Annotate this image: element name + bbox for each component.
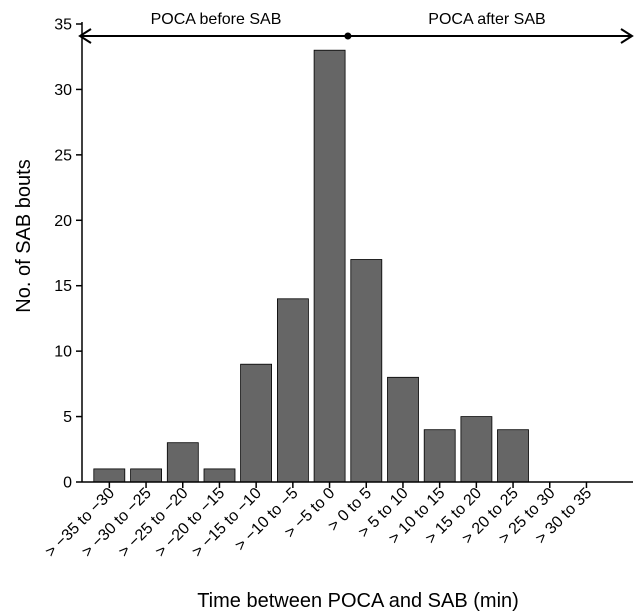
y-tick-label-10: 10 bbox=[54, 344, 72, 361]
bar-8 bbox=[350, 259, 383, 483]
poca-arrow-right-head bbox=[620, 28, 634, 44]
y-tick-label-30: 30 bbox=[54, 82, 72, 99]
bar-12 bbox=[497, 429, 529, 483]
bars-group bbox=[93, 49, 529, 483]
bar-6 bbox=[276, 298, 309, 483]
bar-3 bbox=[166, 442, 199, 483]
y-tick-label-5: 5 bbox=[63, 409, 72, 426]
bar-10 bbox=[423, 429, 456, 483]
poca-before-sab-label: POCA before SAB bbox=[151, 11, 282, 28]
y-tick-label-25: 25 bbox=[54, 147, 72, 164]
poca-arrow-left-head bbox=[78, 28, 92, 44]
bar-9 bbox=[387, 376, 419, 483]
poca-zero-marker bbox=[344, 32, 352, 40]
bar-1 bbox=[93, 468, 126, 483]
bar-2 bbox=[130, 468, 163, 483]
bar-5 bbox=[240, 363, 273, 483]
y-axis-title: No. of SAB bouts bbox=[13, 159, 35, 312]
y-tick-label-20: 20 bbox=[54, 213, 72, 230]
bar-11 bbox=[460, 416, 493, 483]
poca-after-sab-label: POCA after SAB bbox=[428, 11, 545, 28]
y-tick-label-0: 0 bbox=[63, 475, 72, 492]
bar-7 bbox=[313, 49, 346, 483]
annotations-group: POCA before SAB POCA after SAB bbox=[78, 11, 634, 44]
y-tick-label-15: 15 bbox=[54, 278, 72, 295]
bar-4 bbox=[203, 468, 236, 483]
y-tick-label-35: 35 bbox=[54, 17, 72, 34]
x-axis-title: Time between POCA and SAB (min) bbox=[197, 590, 519, 612]
